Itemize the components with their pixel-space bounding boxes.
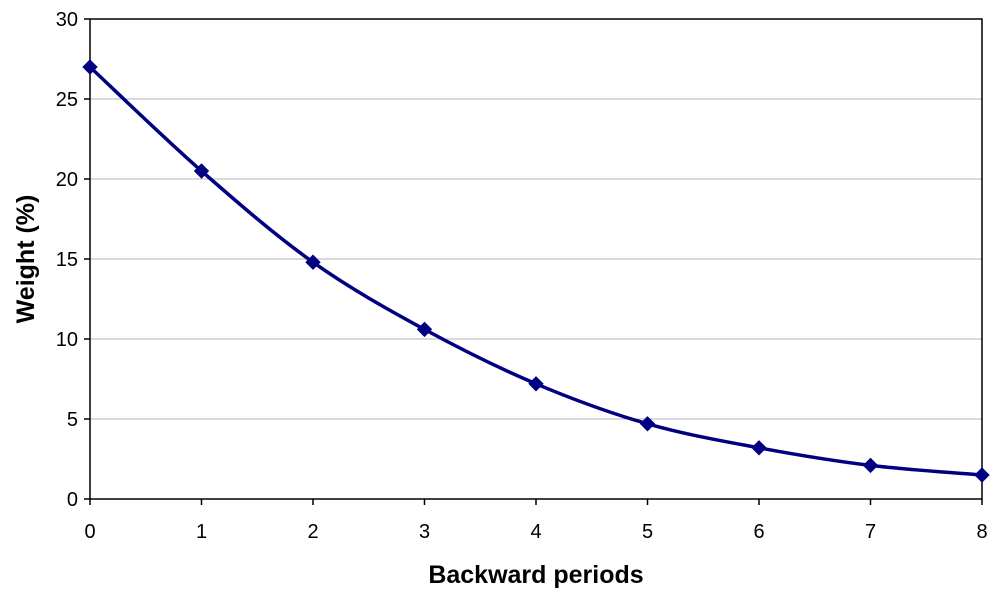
- axis-ticks: [84, 18, 983, 505]
- x-tick-label: 2: [307, 521, 318, 543]
- y-tick-labels: 0 5 10 15 20 25 30: [56, 9, 78, 511]
- data-point-marker: [193, 163, 210, 179]
- y-tick-label: 20: [56, 169, 78, 191]
- y-tick-label: 10: [56, 329, 78, 351]
- data-point-marker: [862, 457, 879, 474]
- data-point-marker: [639, 416, 656, 432]
- x-tick-label: 4: [530, 521, 541, 543]
- gridlines: [90, 98, 982, 420]
- y-tick-label: 15: [56, 249, 78, 271]
- y-tick-label: 0: [67, 489, 78, 511]
- y-axis-title: Weight (%): [12, 195, 40, 324]
- x-tick-label: 1: [196, 521, 207, 543]
- y-tick-label: 5: [67, 409, 78, 431]
- data-point-marker: [751, 440, 767, 456]
- data-point-marker: [528, 376, 544, 392]
- x-tick-label: 5: [642, 521, 653, 543]
- data-point-marker: [974, 467, 990, 483]
- x-tick-labels: 0 1 2 3 4 5 6 7 8: [84, 521, 987, 543]
- data-point-marker: [416, 321, 433, 338]
- y-tick-label: 25: [56, 89, 78, 111]
- data-point-marker: [82, 59, 98, 75]
- series-layer: [82, 59, 990, 483]
- series-line: [88, 65, 983, 477]
- y-tick-label: 30: [56, 9, 78, 31]
- data-point-marker: [305, 254, 321, 270]
- x-tick-label: 3: [419, 521, 430, 543]
- x-tick-label: 6: [753, 521, 764, 543]
- x-tick-label: 8: [976, 521, 987, 543]
- x-tick-label: 7: [865, 521, 876, 543]
- x-axis-title: Backward periods: [428, 561, 643, 589]
- x-tick-label: 0: [84, 521, 95, 543]
